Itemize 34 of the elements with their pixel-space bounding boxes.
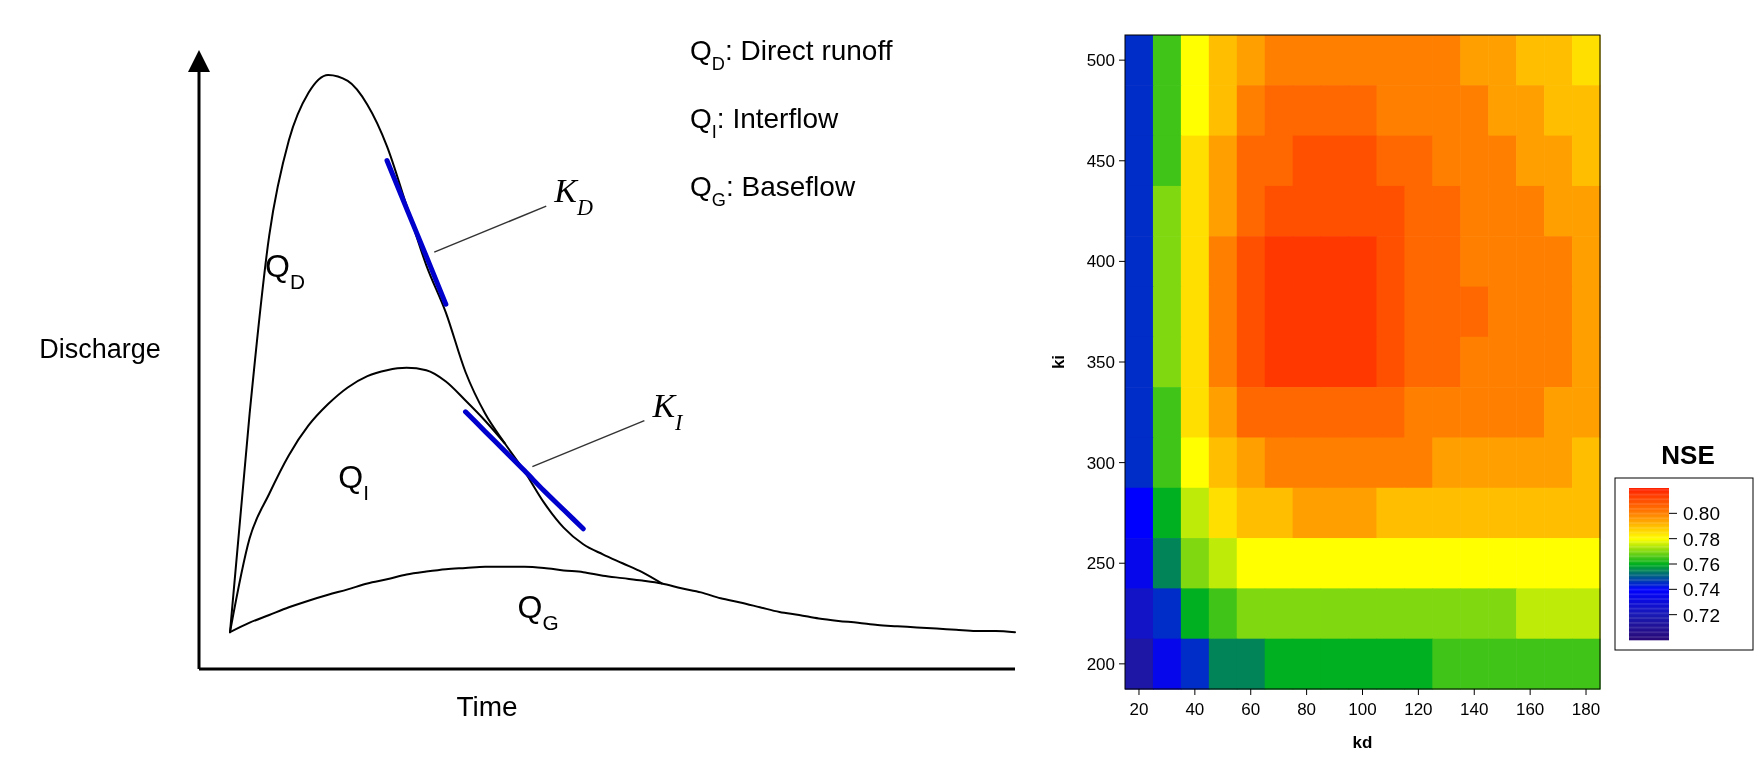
y-tick-label: 450 xyxy=(1086,151,1115,171)
x-tick-label: 120 xyxy=(1404,700,1433,719)
x-tick-label: 60 xyxy=(1241,700,1261,719)
series-label: Q$_{G}$ xyxy=(517,588,559,634)
text: Q$_{D}$: Direct runoff xyxy=(690,35,893,74)
color-bar-label: 0.78 xyxy=(1683,528,1720,550)
x-axis-title: kd xyxy=(1352,733,1373,752)
x-tick-label: 40 xyxy=(1185,700,1205,719)
x-tick-label: 160 xyxy=(1515,700,1545,719)
color-bar-label: 0.76 xyxy=(1683,554,1720,575)
color-bar-label: 0.80 xyxy=(1683,503,1720,525)
color-bar-label: 0.72 xyxy=(1683,604,1720,626)
y-tick-label: 300 xyxy=(1086,453,1115,473)
x-tick-label: 100 xyxy=(1348,700,1377,719)
legend-title: NSE xyxy=(1661,440,1715,470)
y-tick-label: 350 xyxy=(1086,353,1115,372)
y-tick-label: 200 xyxy=(1086,654,1115,674)
y-tick-label: 500 xyxy=(1086,51,1115,71)
annotation: Q$_{G}$: Baseflow xyxy=(690,171,856,210)
y-tick-label: 250 xyxy=(1086,554,1115,574)
annotation: Q$_{I}$: Interflow xyxy=(690,103,839,142)
text: K$_{D}$ xyxy=(553,172,593,220)
y-axis-title: Discharge xyxy=(39,334,161,364)
series-label: Q$_{I}$ xyxy=(338,459,369,504)
x-tick-label: 180 xyxy=(1571,700,1601,719)
text: K$_{I}$ xyxy=(651,386,685,435)
x-tick-label: 20 xyxy=(1129,700,1149,719)
series-label: Q$_{D}$ xyxy=(264,247,305,293)
y-tick-label: 400 xyxy=(1086,252,1115,272)
x-tick-label: 80 xyxy=(1297,700,1317,719)
color-bar-label: 0.74 xyxy=(1683,579,1721,601)
x-axis-title: Time xyxy=(456,691,518,722)
x-tick-label: 140 xyxy=(1460,700,1489,719)
y-axis-title: ki xyxy=(1049,354,1068,370)
